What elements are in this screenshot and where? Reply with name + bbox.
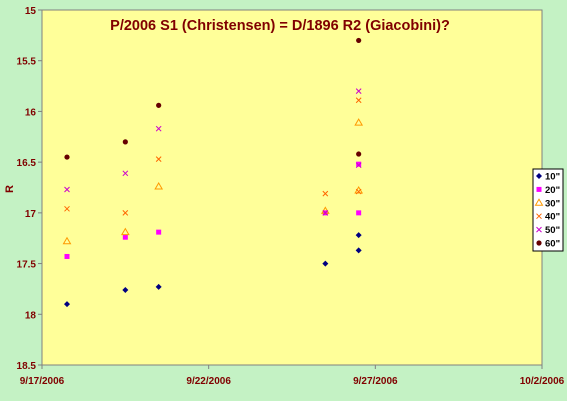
data-point: [355, 88, 362, 94]
legend-label: 30": [545, 198, 560, 209]
legend-marker: [536, 186, 542, 192]
series-6: [64, 37, 362, 160]
series-1: [64, 232, 362, 308]
legend: 10" 20" 30" 40" 50" 60": [532, 168, 564, 252]
legend-label: 60": [545, 239, 560, 250]
chart-title: P/2006 S1 (Christensen) = D/1896 R2 (Gia…: [110, 18, 450, 34]
y-axis-label: R: [4, 185, 16, 193]
y-tick-label: 15: [25, 6, 37, 17]
series-3: [62, 118, 364, 245]
y-tick-label: 15.5: [17, 57, 37, 68]
x-tick-label: 9/27/2006: [353, 376, 398, 387]
y-tick-label: 17: [25, 209, 37, 220]
data-point: [355, 232, 362, 239]
y-tick-label: 18: [25, 310, 37, 321]
x-axis: 9/17/2006 9/22/2006 9/27/2006 10/2/2006: [20, 365, 565, 387]
data-point: [355, 97, 362, 104]
data-point: [355, 162, 362, 169]
data-point: [356, 37, 362, 44]
legend-entry: 30": [534, 198, 560, 209]
data-point: [122, 139, 128, 145]
data-point: [355, 188, 362, 195]
data-point: [355, 247, 362, 254]
legend-marker: [536, 226, 542, 233]
legend-box: [532, 168, 564, 252]
legend-label: 40": [545, 212, 560, 223]
data-point: [64, 154, 70, 160]
legend-entry: 40": [536, 212, 560, 223]
legend-entry: 50": [536, 225, 560, 236]
data-point: [354, 118, 364, 126]
data-point: [122, 234, 128, 240]
data-point: [356, 161, 362, 167]
legend-label: 50": [545, 225, 560, 236]
x-tick-label: 10/2/2006: [520, 376, 565, 387]
data-point: [122, 286, 129, 293]
data-points: [62, 37, 364, 308]
series-4: [64, 97, 362, 216]
legend-marker: [534, 198, 544, 206]
data-point: [155, 125, 162, 132]
y-tick-label: 18.5: [17, 361, 37, 372]
data-point: [64, 205, 70, 212]
data-point: [322, 260, 329, 267]
data-point: [62, 236, 72, 245]
data-point: [156, 102, 162, 108]
legend-entry: 20": [536, 185, 560, 196]
x-tick-label: 9/17/2006: [20, 376, 65, 387]
data-point: [64, 301, 70, 308]
data-point: [64, 253, 70, 259]
legend-marker: [536, 173, 542, 179]
series-5: [64, 88, 362, 216]
data-point: [122, 170, 129, 177]
y-tick-label: 16.5: [17, 158, 37, 169]
legend-marker: [536, 240, 542, 246]
data-point: [120, 227, 130, 236]
data-point: [356, 210, 362, 216]
legend-marker: [536, 213, 542, 220]
data-point: [322, 210, 329, 216]
y-axis: 15 15.5 16 16.5 17 17.5 18 18.5: [17, 6, 42, 372]
plot-area: [41, 9, 543, 366]
data-point: [154, 181, 164, 190]
data-point: [64, 186, 70, 193]
data-point: [356, 151, 362, 157]
x-tick-label: 9/22/2006: [186, 376, 231, 387]
data-point: [122, 210, 129, 216]
data-point: [155, 283, 162, 290]
y-tick-label: 17.5: [17, 260, 37, 271]
legend-label: 10": [545, 172, 560, 183]
data-point: [322, 190, 329, 197]
legend-entry: 10": [536, 172, 560, 183]
legend-entry: 60": [536, 239, 560, 250]
data-point: [156, 229, 162, 235]
legend-label: 20": [545, 185, 560, 196]
data-point: [155, 156, 162, 162]
y-tick-label: 16: [25, 107, 37, 118]
